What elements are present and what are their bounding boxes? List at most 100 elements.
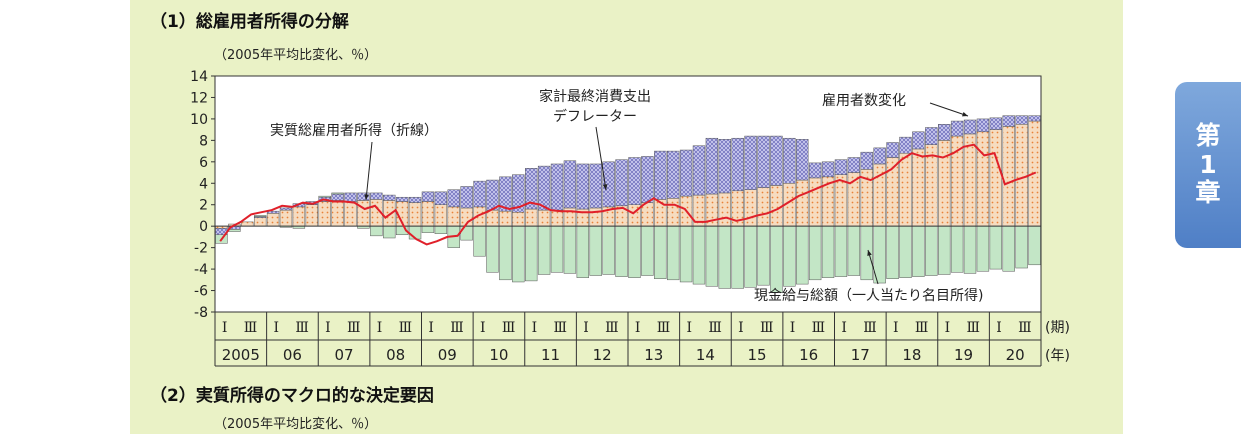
employees-bar xyxy=(486,209,499,227)
employees-bar xyxy=(318,201,331,227)
employees-bar xyxy=(718,192,731,227)
deflator-bar xyxy=(666,150,680,199)
deflator-bar xyxy=(641,156,654,203)
employees-bar xyxy=(253,217,267,227)
year-label: 16 xyxy=(799,346,818,364)
wage-bar xyxy=(705,225,719,287)
deflator-bar xyxy=(950,120,964,137)
employees-bar xyxy=(796,179,809,227)
employees-bar xyxy=(976,131,990,227)
wage-label-arrow-head xyxy=(867,250,872,256)
wage-bar xyxy=(654,225,667,279)
deflator-bar xyxy=(615,159,628,207)
employees-bar xyxy=(808,177,822,227)
quarter-label: Ⅰ xyxy=(532,320,538,336)
employees-bar xyxy=(757,187,770,227)
wage-bar xyxy=(886,225,899,279)
deflator-bar xyxy=(770,135,783,186)
deflator-bar xyxy=(731,137,744,192)
deflator-bar xyxy=(938,124,951,141)
quarter-label: Ⅲ xyxy=(450,320,464,336)
deflator-bar xyxy=(976,118,990,133)
line-series-label: 実質総雇用者所得（折線） xyxy=(270,122,438,139)
wage-label: 現金給与総額（一人当たり名目所得) xyxy=(754,287,983,304)
wage-bar xyxy=(731,225,744,289)
y-tick-label: -8 xyxy=(194,305,208,321)
wage-bar xyxy=(589,225,602,276)
deflator-label-line1: 家計最終消費支出 xyxy=(539,88,651,105)
deflator-bar xyxy=(679,149,693,197)
chapter-tab[interactable]: 第 1 章 xyxy=(1175,82,1241,248)
deflator-bar xyxy=(963,119,977,135)
quarter-label: Ⅰ xyxy=(893,320,899,336)
employees-bar xyxy=(266,213,280,227)
deflator-bar xyxy=(1002,115,1015,127)
quarter-label: Ⅲ xyxy=(295,320,309,336)
employees-bar xyxy=(408,202,422,227)
quarter-label: Ⅰ xyxy=(377,320,383,336)
quarter-label: Ⅰ xyxy=(687,320,693,336)
wage-bar xyxy=(938,225,951,275)
chapter-tab-char: 章 xyxy=(1195,178,1221,208)
quarter-label: Ⅰ xyxy=(325,320,331,336)
deflator-bar xyxy=(473,180,486,208)
year-label: 11 xyxy=(541,346,560,364)
wage-bar xyxy=(602,225,615,275)
wage-bar xyxy=(253,215,267,217)
quarter-label: Ⅲ xyxy=(399,320,413,336)
wage-bar xyxy=(576,225,590,278)
deflator-bar xyxy=(847,157,861,173)
wage-bar xyxy=(860,225,873,281)
wage-bar xyxy=(434,225,448,234)
wage-bar xyxy=(950,225,964,273)
wage-bar xyxy=(821,225,835,278)
quarter-label: Ⅲ xyxy=(244,320,258,336)
deflator-bar xyxy=(279,207,293,211)
quarter-label: Ⅲ xyxy=(553,320,567,336)
wage-bar xyxy=(1028,225,1041,266)
employees-bar xyxy=(666,198,680,227)
y-tick-label: 4 xyxy=(199,176,208,192)
quarter-label: Ⅲ xyxy=(1018,320,1032,336)
deflator-bar xyxy=(925,127,938,145)
deflator-label-line2: デフレーター xyxy=(553,108,637,125)
employees-bar xyxy=(357,200,370,227)
deflator-bar xyxy=(834,159,848,175)
quarter-label: Ⅰ xyxy=(841,320,847,336)
wage-label-arrow xyxy=(867,249,879,285)
quarter-row-label: (期) xyxy=(1045,320,1070,336)
year-label: 2005 xyxy=(222,346,260,364)
quarter-label: Ⅰ xyxy=(738,320,744,336)
deflator-bar xyxy=(525,168,538,210)
deflator-bar xyxy=(408,196,422,203)
deflator-bar xyxy=(757,135,770,188)
deflator-bar xyxy=(783,137,796,184)
quarter-label: Ⅰ xyxy=(274,320,280,336)
deflator-bar xyxy=(654,150,667,200)
wage-bar xyxy=(563,225,577,274)
deflator-bar xyxy=(821,161,835,178)
employees-bar xyxy=(434,204,448,227)
wage-bar xyxy=(834,225,848,277)
deflator-bar xyxy=(628,157,641,205)
employees-bar xyxy=(1015,124,1028,227)
year-label: 14 xyxy=(696,346,715,364)
wage-bar xyxy=(925,225,938,276)
wage-bar xyxy=(666,225,680,281)
employees-bar xyxy=(279,209,293,227)
wage-bar xyxy=(770,225,783,293)
wage-bar xyxy=(228,229,241,232)
deflator-label-arrow xyxy=(595,126,607,191)
wage-bar xyxy=(628,225,641,278)
deflator-bar xyxy=(912,131,925,150)
y-tick-label: 10 xyxy=(190,112,208,128)
deflator-bar xyxy=(744,135,757,190)
y-tick-label: -2 xyxy=(194,241,208,257)
employees-bar xyxy=(499,210,512,227)
deflator-bar xyxy=(1028,115,1041,122)
deflator-bar xyxy=(550,163,564,211)
employees-bar xyxy=(989,129,1003,227)
deflator-bar xyxy=(370,192,383,200)
